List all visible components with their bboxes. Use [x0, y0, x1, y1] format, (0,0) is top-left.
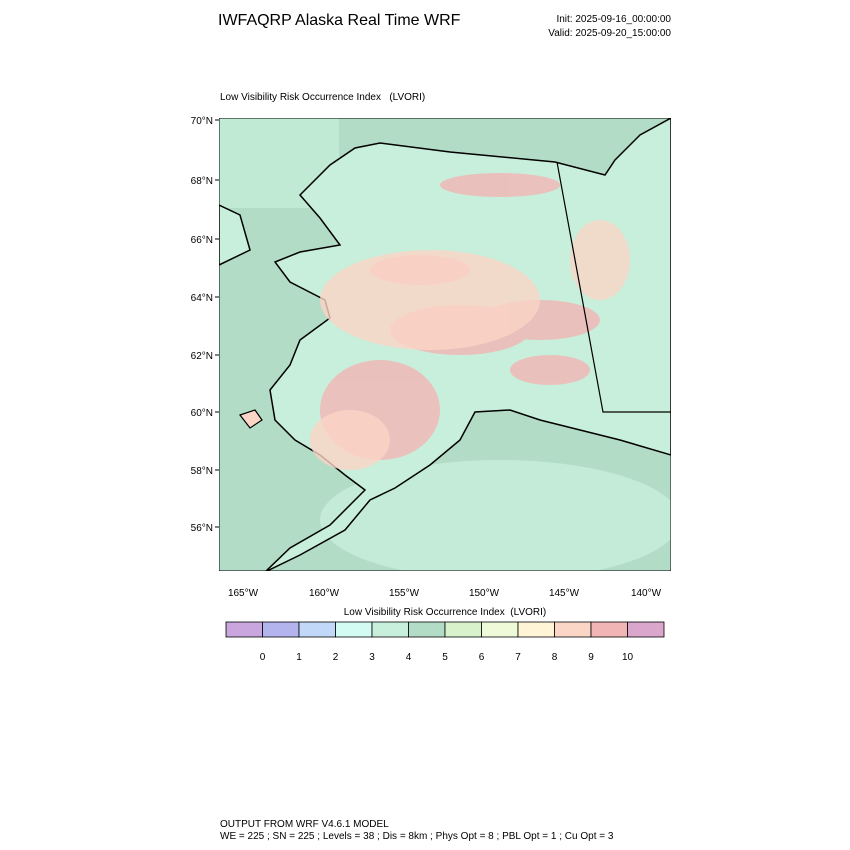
colorbar-box: [554, 621, 592, 638]
colorbar-box: [225, 621, 263, 638]
init-time: Init: 2025-09-16_00:00:00: [556, 14, 671, 25]
colorbar-box: [408, 621, 446, 638]
lat-label: 66°N: [191, 235, 213, 246]
colorbar-title: Low Visibility Risk Occurrence Index (LV…: [344, 607, 546, 618]
colorbar-label: 2: [333, 652, 339, 663]
colorbar-label: 4: [406, 652, 412, 663]
colorbar-label: 0: [260, 652, 266, 663]
lon-label: 155°W: [389, 588, 420, 599]
colorbar-label: 7: [515, 652, 521, 663]
lat-label: 58°N: [191, 466, 213, 477]
colorbar-box: [481, 621, 519, 638]
colorbar-label: 10: [622, 652, 634, 663]
colorbar-label: 6: [479, 652, 485, 663]
colorbar-label: 5: [442, 652, 448, 663]
lat-label: 68°N: [191, 176, 213, 187]
colorbar-box: [590, 621, 628, 638]
lat-label: 64°N: [191, 293, 213, 304]
lat-label: 56°N: [191, 523, 213, 534]
colorbar-box: [627, 621, 665, 638]
colorbar-box: [517, 621, 555, 638]
map: [219, 118, 671, 571]
colorbar-box: [444, 621, 482, 638]
colorbar-label: 3: [369, 652, 375, 663]
colorbar-box: [335, 621, 373, 638]
colorbar-box: [298, 621, 336, 638]
footer-line: OUTPUT FROM WRF V4.6.1 MODEL: [220, 819, 389, 830]
footer-line: WE = 225 ; SN = 225 ; Levels = 38 ; Dis …: [220, 831, 614, 842]
colorbar-box: [371, 621, 409, 638]
lon-label: 160°W: [309, 588, 340, 599]
valid-time: Valid: 2025-09-20_15:00:00: [548, 28, 671, 39]
lon-label: 165°W: [228, 588, 259, 599]
lon-label: 150°W: [469, 588, 500, 599]
colorbar-label: 1: [296, 652, 302, 663]
title: IWFAQRP Alaska Real Time WRF: [218, 12, 461, 29]
lon-label: 145°W: [549, 588, 580, 599]
lon-label: 140°W: [631, 588, 662, 599]
colorbar-label: 9: [588, 652, 594, 663]
lat-label: 70°N: [191, 116, 213, 127]
map-title: Low Visibility Risk Occurrence Index (LV…: [220, 92, 425, 103]
lat-label: 60°N: [191, 408, 213, 419]
colorbar-label: 8: [552, 652, 558, 663]
lat-label: 62°N: [191, 351, 213, 362]
colorbar-box: [262, 621, 300, 638]
